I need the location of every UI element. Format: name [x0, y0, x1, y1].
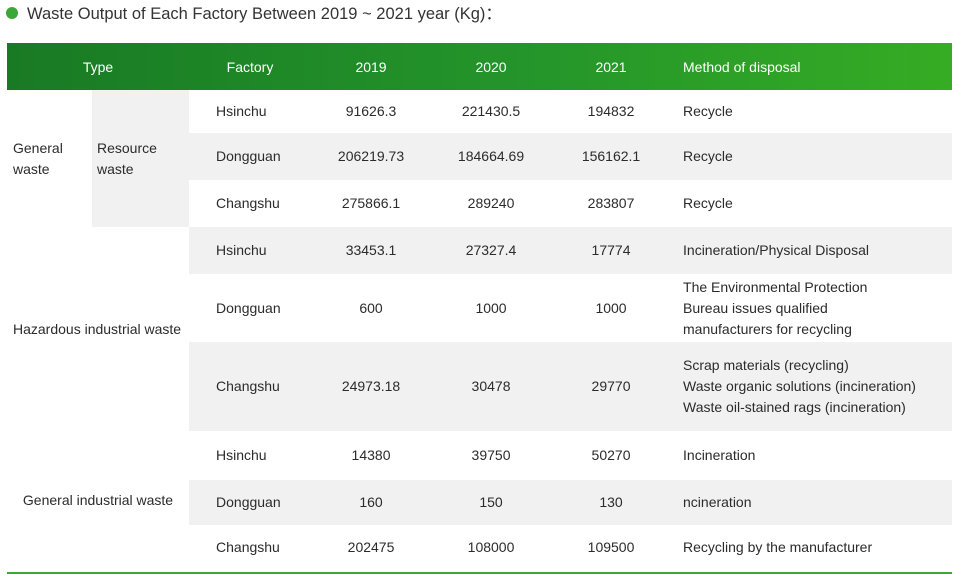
value-2020-cell: 39750 [431, 431, 552, 480]
table-row: Dongguan 206219.73 184664.69 156162.1 Re… [7, 133, 953, 180]
value-2021-cell: 29770 [551, 342, 672, 431]
method-cell: Recycle [671, 90, 953, 133]
header-type: Type [82, 58, 114, 75]
group-resource-waste: Resource waste [92, 90, 190, 227]
factory-cell: Hsinchu [189, 431, 312, 480]
table-row: Hazardous industrial waste Hsinchu 33453… [7, 227, 953, 431]
method-cell: Recycle [671, 133, 953, 180]
value-2020-cell: 221430.5 [431, 90, 552, 133]
value-2020-cell: 30478 [431, 342, 552, 431]
method-line: Recycling by the manufacturer [683, 539, 873, 555]
value-2019-cell: 600 [311, 274, 432, 342]
value-2019-cell: 206219.73 [311, 133, 432, 180]
bullet-icon [6, 6, 18, 19]
header-2019: 2019 [355, 58, 387, 75]
table-row: General waste Resource waste Hsinchu 916… [7, 90, 953, 227]
value-2019-cell: 24973.18 [311, 342, 432, 431]
method-line: Waste oil-stained rags (incineration) [683, 399, 906, 415]
page-title: Waste Output of Each Factory Between 201… [27, 5, 502, 23]
method-cell: The Environmental Protection Bureau issu… [671, 274, 953, 342]
factory-cell: Hsinchu [189, 227, 312, 274]
factory-cell: Hsinchu [189, 90, 312, 133]
method-cell: Incineration/Physical Disposal [671, 227, 953, 274]
method-line: Waste organic solutions (incineration) [683, 378, 916, 394]
waste-table: Type Factory 2019 2020 2021 Method of di… [7, 43, 953, 570]
value-2020-cell: 108000 [431, 525, 552, 570]
method-line: manufacturers for recycling [683, 320, 852, 337]
value-2021-cell: 1000 [551, 274, 672, 342]
method-cell: Recycling by the manufacturer [671, 525, 953, 570]
table-row: Changshu 24973.18 30478 29770 Scrap mate… [7, 342, 953, 431]
method-line: Bureau issues qualified [683, 299, 828, 316]
value-2019-cell: 14380 [311, 431, 432, 480]
group-hazardous-waste: Hazardous industrial waste [7, 227, 190, 431]
header-2020: 2020 [475, 58, 507, 75]
table-row: Dongguan 160 150 130 ncineration [7, 480, 953, 525]
method-cell: Scrap materials (recycling) Waste organi… [671, 342, 953, 431]
value-2021-cell: 156162.1 [551, 133, 672, 180]
method-line: ncineration [683, 494, 752, 510]
table-row: Changshu 202475 108000 109500 Recycling … [7, 525, 953, 570]
method-line: Scrap materials (recycling) [683, 357, 849, 373]
value-2020-cell: 150 [431, 480, 552, 525]
method-line: Recycle [683, 103, 733, 119]
method-line: The Environmental Protection [683, 278, 868, 295]
value-2019-cell: 33453.1 [311, 227, 432, 274]
value-2021-cell: 109500 [551, 525, 672, 570]
table-bottom-rule [7, 572, 952, 574]
value-2020-cell: 27327.4 [431, 227, 552, 274]
value-2019-cell: 275866.1 [311, 180, 432, 227]
method-line: Recycle [683, 148, 733, 164]
factory-cell: Dongguan [189, 480, 312, 525]
value-2020-cell: 289240 [431, 180, 552, 227]
value-2021-cell: 17774 [551, 227, 672, 274]
factory-cell: Changshu [189, 180, 312, 227]
group-general-waste: General waste [7, 90, 92, 227]
title-row: Waste Output of Each Factory Between 201… [6, 0, 502, 24]
header-factory: Factory [226, 58, 274, 75]
value-2019-cell: 91626.3 [311, 90, 432, 133]
value-2021-cell: 194832 [551, 90, 672, 133]
value-2020-cell: 184664.69 [431, 133, 552, 180]
factory-cell: Changshu [189, 342, 312, 431]
value-2019-cell: 202475 [311, 525, 432, 570]
header-method: Method of disposal [683, 58, 801, 75]
factory-cell: Dongguan [189, 274, 312, 342]
table-header-row: Type Factory 2019 2020 2021 Method of di… [7, 43, 953, 90]
factory-cell: Changshu [189, 525, 312, 570]
value-2021-cell: 283807 [551, 180, 672, 227]
value-2021-cell: 50270 [551, 431, 672, 480]
method-cell: Recycle [671, 180, 953, 227]
value-2019-cell: 160 [311, 480, 432, 525]
value-2020-cell: 1000 [431, 274, 552, 342]
group-general-industrial-waste: General industrial waste [7, 431, 190, 570]
method-line: Incineration/Physical Disposal [683, 242, 869, 258]
method-cell: ncineration [671, 480, 953, 525]
header-2021: 2021 [595, 58, 627, 75]
method-cell: Incineration [671, 431, 953, 480]
table-row: General industrial waste Hsinchu 14380 3… [7, 431, 953, 570]
table-row: Changshu 275866.1 289240 283807 Recycle [7, 180, 953, 227]
value-2021-cell: 130 [551, 480, 672, 525]
table-row: Dongguan 600 1000 1000 The Environmental… [7, 274, 953, 342]
method-line: Incineration [683, 447, 756, 463]
factory-cell: Dongguan [189, 133, 312, 180]
method-line: Recycle [683, 195, 733, 211]
